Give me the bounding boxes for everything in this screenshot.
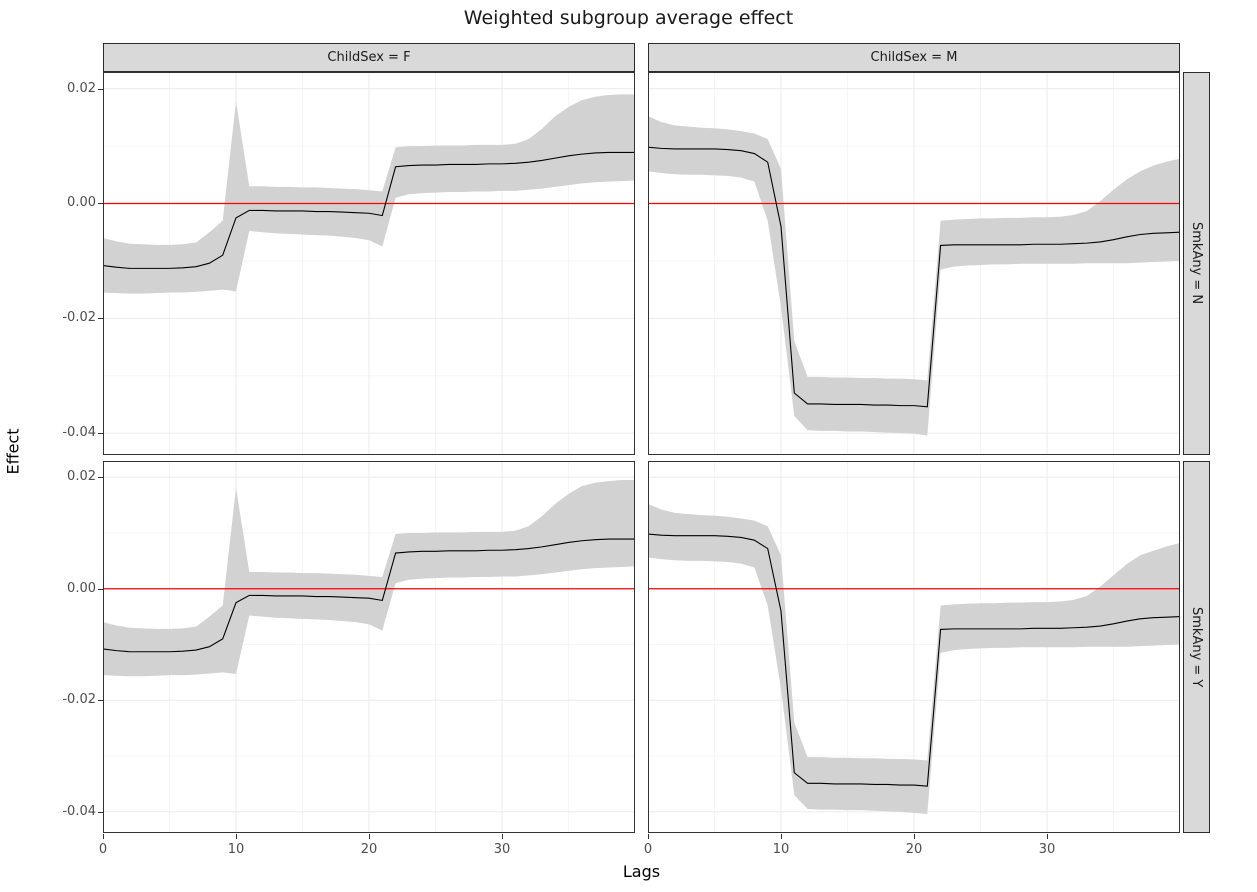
x-tick-label: 30 [493, 842, 511, 857]
y-tick-label: -0.04 [62, 804, 96, 819]
y-tick-label: 0.02 [67, 469, 96, 484]
y-tick-mark [98, 700, 103, 701]
x-tick-mark [648, 834, 649, 839]
chart-title: Weighted subgroup average effect [463, 7, 794, 29]
x-tick-mark [1047, 834, 1048, 839]
x-tick-mark [781, 834, 782, 839]
y-tick-label: 0.02 [67, 81, 96, 96]
effect-estimate-line [103, 538, 635, 653]
x-axis-title: Lags [622, 862, 661, 881]
facet-strip-smkany-n: SmkAny = N [1183, 72, 1210, 455]
x-tick-label: 0 [98, 842, 108, 857]
panel-childsex-m-smkany-n [648, 72, 1180, 455]
y-tick-mark [98, 203, 103, 204]
y-tick-mark [98, 477, 103, 478]
x-tick-label: 20 [905, 842, 923, 857]
x-tick-label: 30 [1038, 842, 1056, 857]
facet-strip-label: ChildSex = M [870, 50, 958, 65]
facet-strip-label: SmkAny = Y [1189, 606, 1204, 688]
y-tick-label: -0.02 [62, 310, 96, 325]
panel-childsex-f-smkany-y [103, 461, 635, 833]
panel-childsex-f-smkany-n [103, 72, 635, 455]
effect-estimate-line [103, 151, 635, 269]
x-tick-mark [502, 834, 503, 839]
facet-strip-childsex-m: ChildSex = M [648, 43, 1180, 72]
y-tick-label: 0.00 [67, 581, 96, 596]
x-tick-label: 0 [643, 842, 653, 857]
y-tick-label: -0.02 [62, 692, 96, 707]
facet-strip-label: ChildSex = F [327, 50, 411, 65]
x-tick-label: 10 [227, 842, 245, 857]
y-tick-label: -0.04 [62, 425, 96, 440]
confidence-ribbon [103, 479, 635, 677]
facet-strip-childsex-f: ChildSex = F [103, 43, 635, 72]
x-tick-label: 20 [360, 842, 378, 857]
facet-strip-smkany-y: SmkAny = Y [1183, 461, 1210, 833]
effect-estimate-line [648, 533, 1180, 787]
y-tick-mark [98, 318, 103, 319]
x-tick-mark [369, 834, 370, 839]
confidence-ribbon [103, 94, 635, 294]
confidence-ribbon [648, 116, 1180, 436]
x-tick-mark [914, 834, 915, 839]
y-tick-mark [98, 89, 103, 90]
y-tick-mark [98, 589, 103, 590]
confidence-ribbon [648, 503, 1180, 815]
y-axis-title: Effect [3, 428, 23, 475]
effect-estimate-line [648, 146, 1180, 408]
x-tick-mark [103, 834, 104, 839]
x-tick-mark [236, 834, 237, 839]
y-tick-mark [98, 812, 103, 813]
y-tick-label: 0.00 [67, 195, 96, 210]
x-tick-label: 10 [772, 842, 790, 857]
y-tick-mark [98, 433, 103, 434]
panel-childsex-m-smkany-y [648, 461, 1180, 833]
facet-strip-label: SmkAny = N [1189, 222, 1204, 305]
